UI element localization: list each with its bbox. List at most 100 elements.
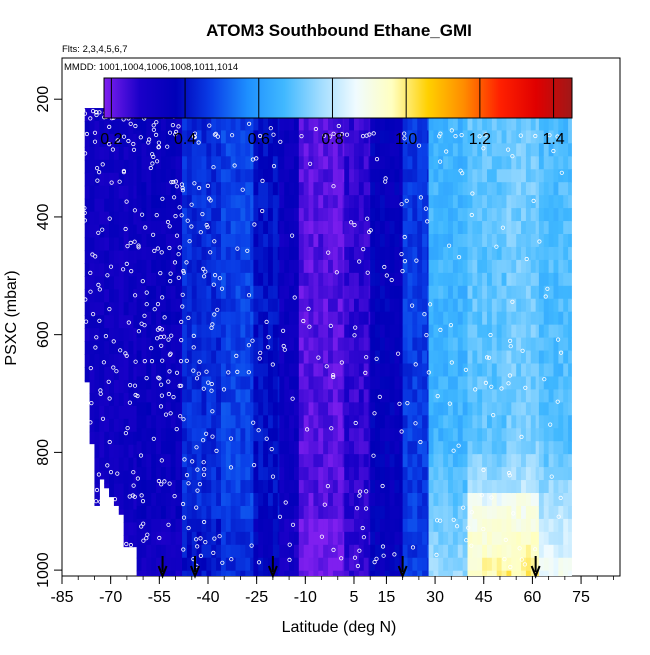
curtain-cell (175, 298, 182, 313)
curtain-cell (279, 285, 285, 300)
curtain-cell (332, 402, 339, 416)
curtain-cell (358, 505, 365, 520)
curtain-cell (151, 363, 157, 378)
curtain-cell (491, 143, 498, 157)
curtain-cell (525, 570, 532, 576)
curtain-cell (379, 480, 386, 494)
curtain-cell (123, 354, 130, 368)
curtain-cell (99, 120, 105, 135)
sample-point (545, 286, 550, 291)
curtain-cell (298, 234, 305, 248)
sample-point (158, 270, 163, 276)
curtain-cell (496, 208, 503, 222)
curtain-cell (133, 496, 138, 511)
curtain-cell (99, 263, 105, 277)
sample-point (486, 355, 492, 360)
curtain-cell (370, 544, 376, 559)
curtain-cell (399, 246, 404, 261)
curtain-cell (308, 544, 315, 559)
sample-point (339, 360, 344, 365)
sample-point (107, 306, 112, 312)
curtain-cell (370, 311, 376, 326)
curtain-cell (349, 156, 355, 170)
curtain-cell (389, 324, 396, 339)
sample-point (160, 196, 165, 201)
curtain-cell (235, 259, 242, 274)
curtain-cell (279, 117, 285, 131)
curtain-cell (422, 467, 428, 481)
sample-point (228, 436, 234, 441)
curtain-cell (191, 285, 198, 300)
curtain-cell (337, 246, 344, 261)
curtain-cell (160, 480, 167, 494)
curtain-cell (501, 246, 508, 261)
curtain-cell (477, 143, 483, 157)
curtain-cell (467, 246, 473, 261)
sample-point (112, 496, 118, 502)
sample-point (95, 166, 100, 171)
curtain-cell (344, 272, 350, 287)
sample-point (128, 542, 133, 548)
curtain-cell (530, 285, 537, 300)
curtain-cell (201, 324, 207, 339)
sample-point (252, 222, 257, 227)
curtain-cell (160, 182, 167, 196)
curtain-cell (399, 441, 404, 455)
sample-point (107, 142, 112, 147)
curtain-cell (433, 441, 439, 455)
sample-point (448, 322, 453, 328)
curtain-cell (384, 156, 391, 170)
curtain-cell (496, 544, 503, 559)
curtain-cell (298, 246, 305, 261)
sample-point (221, 387, 227, 392)
curtain-cell (318, 298, 324, 313)
curtain-cell (399, 467, 404, 481)
curtain-cell (467, 272, 473, 287)
curtain-cell (175, 169, 182, 183)
curtain-cell (206, 143, 212, 157)
curtain-cell (298, 350, 305, 365)
curtain-cell (277, 428, 280, 442)
curtain-cell (477, 350, 483, 365)
curtain-cell (279, 156, 285, 170)
curtain-cell (491, 195, 498, 209)
curtain-cell (113, 185, 120, 200)
curtain-cell (303, 169, 310, 183)
curtain-cell (180, 324, 183, 339)
curtain-cell (349, 505, 355, 520)
curtain-cell (165, 480, 172, 494)
sample-point (192, 131, 198, 136)
curtain-cell (235, 234, 242, 248)
curtain-cell (141, 363, 147, 378)
curtain-cell (141, 454, 147, 468)
curtain-cell (452, 130, 459, 144)
curtain-cell (535, 272, 540, 287)
curtain-cell (263, 531, 269, 546)
curtain-cell (151, 415, 157, 429)
curtain-cell (568, 143, 572, 157)
curtain-cell (457, 298, 464, 313)
curtain-cell (123, 185, 130, 200)
curtain-cell (370, 246, 376, 261)
curtain-cell (486, 259, 493, 274)
curtain-cell (443, 363, 449, 378)
curtain-cell (332, 311, 339, 326)
curtain-cell (156, 376, 162, 390)
curtain-cell (240, 234, 246, 248)
curtain-cell (399, 389, 404, 403)
sample-point (160, 295, 165, 300)
curtain-cell (553, 454, 559, 468)
curtain-cell (253, 544, 259, 559)
curtain-cell (472, 221, 478, 235)
curtain-cell (525, 324, 532, 339)
curtain-cell (99, 133, 105, 148)
curtain-cell (323, 195, 329, 209)
curtain-cell (342, 557, 345, 572)
curtain-cell (389, 505, 396, 520)
curtain-cell (511, 195, 517, 209)
curtain-cell (104, 224, 110, 239)
curtain-cell (123, 250, 130, 265)
sample-point (133, 392, 138, 398)
curtain-cell (253, 195, 259, 209)
curtain-cell (443, 324, 449, 339)
